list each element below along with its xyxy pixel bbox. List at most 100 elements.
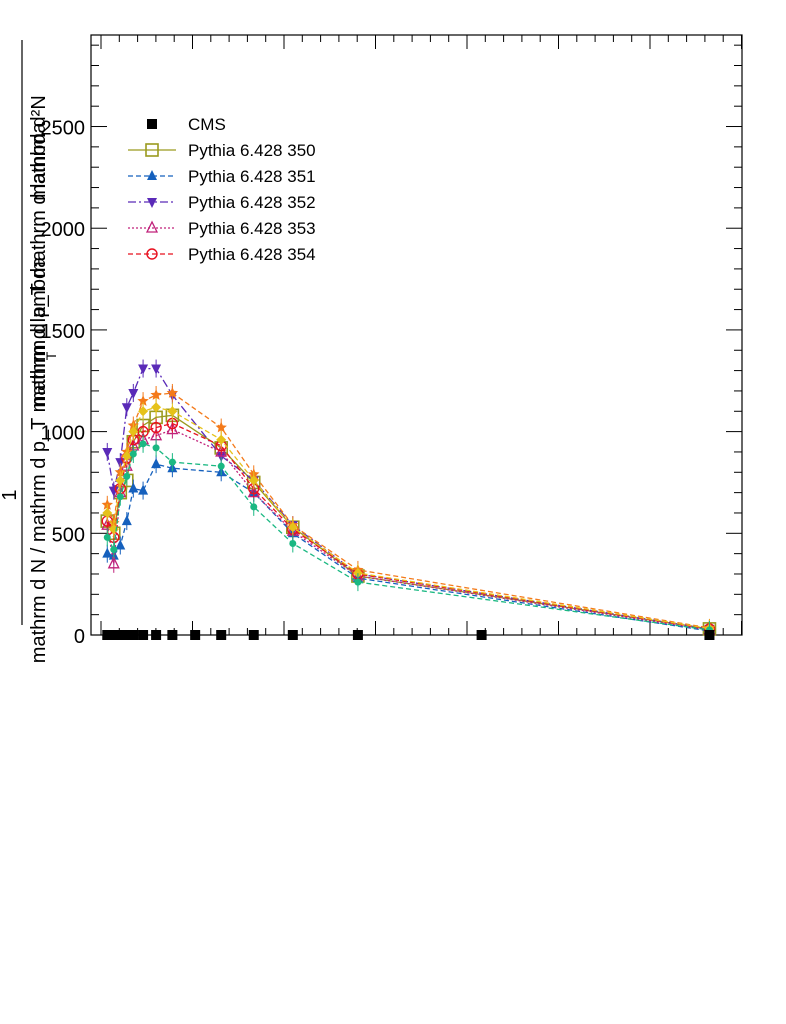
data-point bbox=[138, 484, 149, 495]
ylabel-top: mathrm d²N bbox=[28, 95, 50, 201]
data-point bbox=[352, 567, 363, 578]
data-point bbox=[102, 507, 113, 518]
data-point bbox=[248, 475, 259, 486]
legend-marker bbox=[146, 248, 158, 260]
data-point bbox=[151, 402, 162, 413]
data-point bbox=[110, 546, 118, 554]
ylabel-group: mathrm d²N mathrm d p_T mathrm d lambda … bbox=[0, 40, 59, 663]
data-point bbox=[216, 434, 227, 445]
plot-frame bbox=[90, 34, 743, 636]
data-point bbox=[138, 406, 149, 417]
legend-marker bbox=[145, 143, 159, 157]
data-point bbox=[103, 533, 111, 541]
series-0 bbox=[102, 630, 715, 640]
legend-label: Pythia 6.428 353 bbox=[188, 219, 316, 238]
series-line bbox=[106, 443, 710, 631]
y-tick-label: 2000 bbox=[41, 219, 86, 241]
data-point bbox=[289, 539, 297, 547]
series-5 bbox=[101, 414, 716, 638]
legend-label: CMS bbox=[188, 115, 226, 134]
ylabel-top-sub: T bbox=[43, 351, 59, 360]
series-line bbox=[106, 428, 710, 631]
series-line bbox=[106, 406, 710, 630]
data-point bbox=[151, 364, 162, 375]
data-point bbox=[102, 630, 113, 640]
data-point bbox=[128, 388, 139, 399]
data-point bbox=[250, 503, 258, 511]
legend-label: Pythia 6.428 350 bbox=[188, 141, 316, 160]
y-tick-label: 1000 bbox=[41, 423, 86, 445]
data-point bbox=[151, 458, 162, 469]
data-point bbox=[190, 630, 201, 640]
data-point bbox=[248, 630, 259, 640]
data-point bbox=[115, 630, 126, 640]
legend-marker bbox=[147, 170, 157, 180]
series-line bbox=[107, 463, 710, 632]
data-point bbox=[215, 421, 227, 433]
series-line bbox=[106, 367, 710, 630]
y-tick-label: 500 bbox=[52, 524, 85, 546]
series-1 bbox=[100, 406, 717, 638]
data-point bbox=[152, 444, 160, 452]
data-point bbox=[168, 458, 176, 466]
data-point bbox=[287, 630, 298, 640]
series-3 bbox=[102, 359, 715, 638]
legend-marker bbox=[147, 119, 157, 129]
series-2 bbox=[102, 455, 715, 640]
data-point bbox=[107, 556, 120, 569]
legend-label: Pythia 6.428 352 bbox=[188, 193, 316, 212]
series-8 bbox=[103, 434, 713, 639]
data-point bbox=[138, 364, 149, 375]
series-line bbox=[106, 422, 710, 630]
data-point bbox=[138, 630, 149, 640]
data-point bbox=[150, 389, 162, 400]
data-point bbox=[217, 462, 225, 470]
data-point bbox=[476, 630, 487, 640]
data-point bbox=[121, 515, 132, 526]
data-point bbox=[352, 630, 363, 640]
y-tick-label: 2500 bbox=[41, 118, 86, 140]
data-point bbox=[287, 522, 298, 533]
data-point bbox=[123, 472, 131, 480]
data-point bbox=[102, 447, 113, 458]
legend: CMS Pythia 6.428 350 Pythia 6.428 351 Pythi… bbox=[128, 115, 316, 264]
y-tick-label: 0 bbox=[74, 626, 85, 648]
legend-label: Pythia 6.428 354 bbox=[188, 245, 316, 264]
data-point bbox=[128, 630, 139, 640]
series-7 bbox=[102, 398, 715, 638]
ylabel-bottom-den: mathrm d N / mathrm d p_T mathrm d lambd… bbox=[28, 256, 50, 663]
data-point bbox=[150, 421, 162, 434]
data-point bbox=[166, 387, 179, 398]
legend-marker bbox=[147, 198, 157, 208]
legend-label: Pythia 6.428 351 bbox=[188, 167, 316, 186]
data-point bbox=[137, 395, 149, 406]
data-point bbox=[115, 475, 126, 486]
data-point bbox=[102, 547, 113, 558]
data-point bbox=[128, 426, 139, 437]
data-point bbox=[139, 440, 147, 448]
data-point bbox=[151, 630, 162, 640]
axes: 0 500 1000 1500 2000 2500 bbox=[41, 34, 743, 648]
ylabel-top-line2: mathrm d p_T mathrm d lambda bbox=[28, 121, 50, 407]
series-layer bbox=[100, 359, 717, 640]
series-line bbox=[106, 392, 710, 629]
data-point bbox=[108, 630, 119, 640]
data-point bbox=[121, 451, 132, 462]
data-point bbox=[121, 403, 132, 414]
data-point bbox=[354, 578, 362, 586]
data-point bbox=[167, 406, 178, 417]
data-point bbox=[108, 486, 119, 497]
legend-marker bbox=[145, 220, 159, 233]
series-line bbox=[106, 414, 710, 630]
data-point bbox=[128, 482, 139, 493]
ylabel-bottom-num: 1 bbox=[0, 489, 21, 500]
data-point bbox=[167, 630, 178, 640]
y-tick-label: 1500 bbox=[41, 321, 86, 343]
data-point bbox=[116, 493, 124, 501]
data-point bbox=[129, 450, 137, 458]
series-4 bbox=[101, 420, 716, 639]
data-point bbox=[115, 539, 126, 550]
data-point bbox=[121, 630, 132, 640]
data-point bbox=[216, 630, 227, 640]
